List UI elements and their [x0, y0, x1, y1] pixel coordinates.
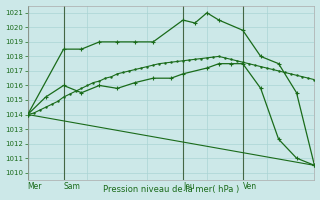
Text: Jeu: Jeu	[183, 182, 195, 191]
X-axis label: Pression niveau de la mer( hPa ): Pression niveau de la mer( hPa )	[103, 185, 239, 194]
Text: Ven: Ven	[243, 182, 257, 191]
Text: Sam: Sam	[64, 182, 80, 191]
Text: Mer: Mer	[28, 182, 42, 191]
